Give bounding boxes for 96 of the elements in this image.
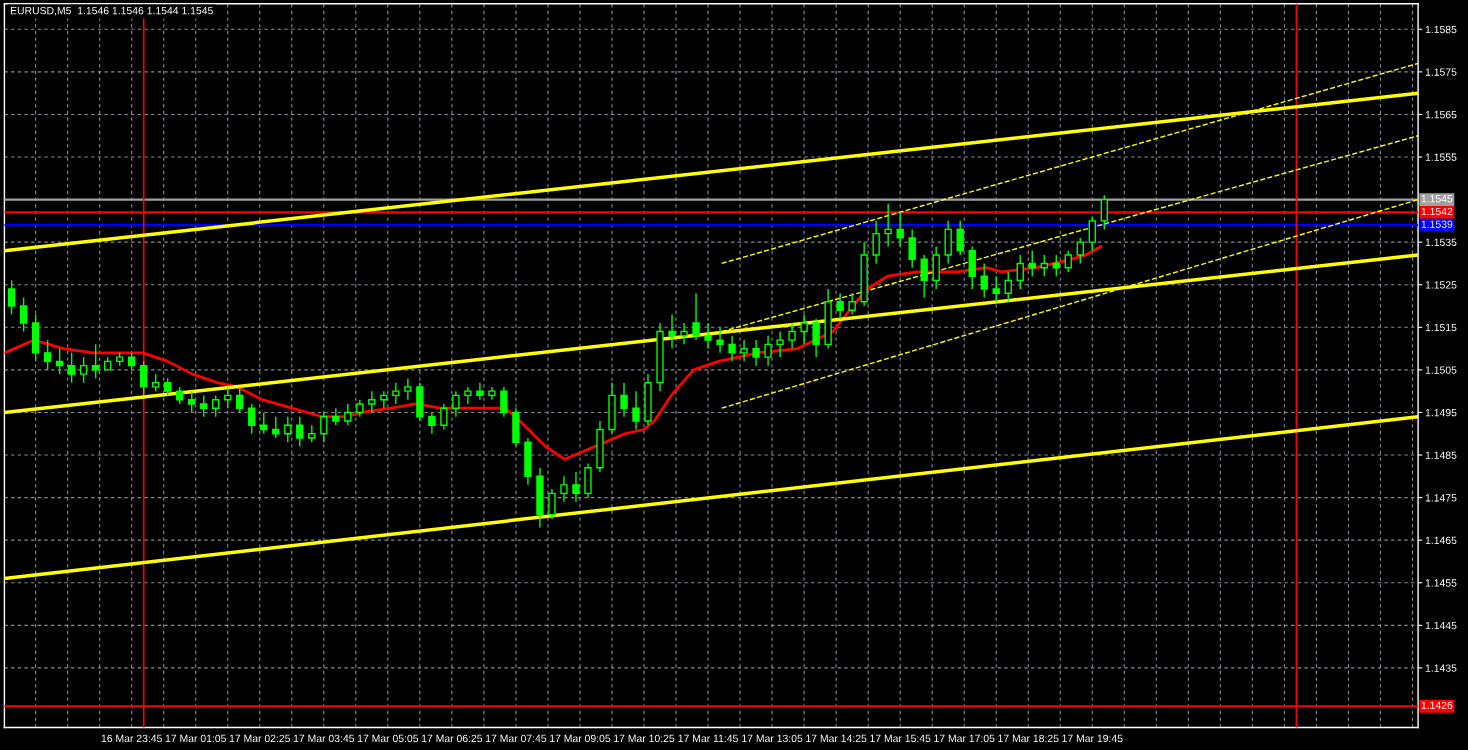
- candlestick: [200, 394, 208, 418]
- candlestick: [1064, 249, 1072, 273]
- candlestick: [248, 403, 256, 435]
- candlestick: [776, 330, 784, 358]
- x-tick-label: 17 Mar 05:05: [357, 734, 419, 743]
- candlestick: [980, 262, 988, 299]
- candlestick: [320, 411, 328, 443]
- x-tick-label: 17 Mar 11:45: [678, 734, 738, 743]
- candlestick: [836, 292, 844, 320]
- y-tick-label: 1.1515: [1425, 323, 1457, 332]
- x-tick-label: 17 Mar 15:45: [870, 734, 931, 743]
- x-tick-label: 17 Mar 03:45: [293, 734, 355, 743]
- candlestick: [680, 322, 688, 346]
- x-tick-label: 17 Mar 18:25: [998, 734, 1059, 743]
- candlestick: [740, 339, 748, 363]
- candlestick: [188, 390, 196, 414]
- candlestick: [91, 343, 100, 380]
- ref-line-label: 1.1542: [1421, 207, 1453, 216]
- candlestick: [140, 360, 148, 397]
- y-tick-label: 1.1555: [1425, 153, 1457, 161]
- y-tick-label: 1.1565: [1425, 110, 1457, 119]
- candlestick: [920, 254, 928, 299]
- ref-line-label: 1.1545: [1421, 195, 1453, 203]
- x-tick-label: 17 Mar 17:05: [934, 734, 995, 743]
- candlestick: [1100, 194, 1108, 231]
- candlestick: [344, 403, 352, 426]
- candlestick: [800, 313, 808, 346]
- candlestick: [43, 339, 52, 371]
- y-tick-label: 1.1575: [1425, 68, 1457, 76]
- candlestick: [464, 386, 472, 405]
- candlestick: [428, 411, 436, 435]
- y-tick-label: 1.1435: [1425, 664, 1457, 672]
- candlestick: [392, 381, 400, 405]
- y-tick-label: 1.1455: [1425, 579, 1457, 587]
- candlestick: [848, 292, 856, 316]
- candlestick: [572, 471, 580, 503]
- x-tick-label: 17 Mar 06:25: [421, 734, 483, 743]
- candlestick: [452, 390, 460, 418]
- candlestick: [236, 386, 244, 414]
- candlestick: [19, 296, 28, 333]
- candlestick: [560, 475, 568, 503]
- x-tick-label: 17 Mar 14:25: [806, 734, 867, 743]
- y-tick-label: 1.1585: [1425, 25, 1457, 34]
- candlestick: [1076, 237, 1084, 265]
- candlestick: [296, 416, 304, 448]
- candlestick: [764, 335, 772, 367]
- y-tick-label: 1.1525: [1425, 281, 1457, 289]
- candlestick: [620, 381, 628, 418]
- candlestick: [788, 322, 796, 350]
- candlestick: [884, 203, 892, 248]
- candlestick: [500, 386, 508, 418]
- candlestick: [440, 403, 448, 431]
- y-tick-label: 1.1445: [1425, 621, 1457, 630]
- x-tick-label: 17 Mar 01:05: [165, 734, 226, 743]
- y-tick-label: 1.1485: [1425, 451, 1457, 459]
- candlestick: [716, 326, 724, 354]
- candlestick: [7, 279, 16, 316]
- candlestick: [956, 220, 964, 256]
- x-tick-label: 17 Mar 02:25: [229, 734, 291, 743]
- candlestick: [79, 356, 88, 384]
- candlestick: [548, 488, 556, 520]
- x-tick-label: 17 Mar 19:45: [1062, 734, 1123, 743]
- y-tick-label: 1.1505: [1425, 366, 1457, 374]
- candlestick: [1016, 254, 1024, 290]
- x-tick-label: 17 Mar 09:05: [550, 734, 611, 743]
- candlestick: [668, 313, 676, 350]
- candlestick: [212, 394, 220, 418]
- candlestick: [632, 390, 640, 431]
- x-tick-label: 16 Mar 23:45: [101, 734, 162, 743]
- candlestick: [692, 292, 700, 341]
- x-tick-label: 17 Mar 13:05: [742, 734, 803, 743]
- y-tick-label: 1.1475: [1425, 494, 1457, 502]
- candlestick: [1088, 215, 1096, 252]
- x-tick-label: 17 Mar 07:45: [486, 734, 547, 743]
- candlestick: [896, 211, 904, 248]
- candlestick: [404, 377, 412, 401]
- candlestick: [67, 352, 76, 384]
- ref-line-label: 1.1426: [1421, 701, 1453, 710]
- candlestick: [380, 390, 388, 409]
- candlestick: [368, 390, 376, 414]
- x-tick-label: 17 Mar 10:25: [614, 734, 675, 743]
- y-tick-label: 1.1535: [1425, 238, 1457, 247]
- ref-line-label: 1.1539: [1421, 220, 1453, 228]
- candlestick: [1004, 271, 1012, 303]
- candlestick: [812, 318, 820, 358]
- candlestick: [332, 407, 340, 426]
- y-tick-label: 1.1465: [1425, 536, 1457, 545]
- candlestick: [476, 381, 484, 401]
- chart-title: EURUSD,M5 1.1546 1.1546 1.1544 1.1545: [10, 6, 213, 16]
- candlestick: [872, 220, 880, 265]
- candlestick: [908, 228, 916, 269]
- candlestick: [704, 322, 712, 350]
- y-tick-label: 1.1495: [1425, 408, 1457, 417]
- candlestick: [992, 275, 1000, 303]
- candlestick: [728, 335, 736, 363]
- candlestick: [752, 339, 760, 367]
